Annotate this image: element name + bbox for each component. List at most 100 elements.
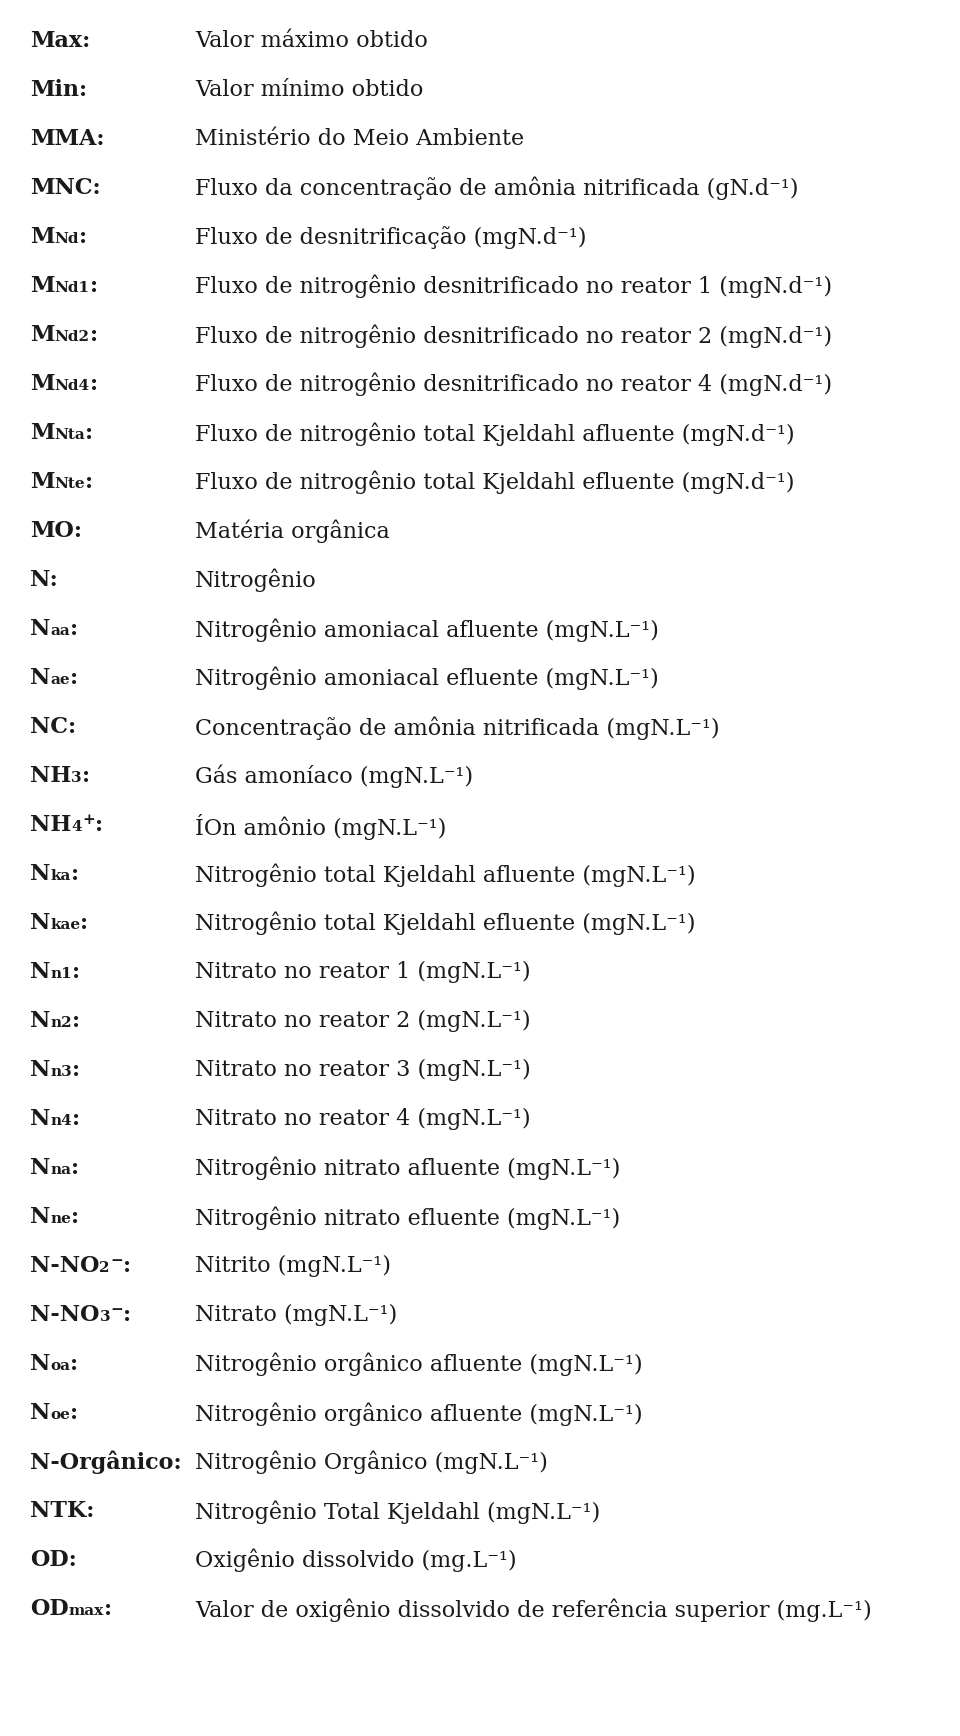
- Text: Nitrogênio amoniacal efluente (mgN.L⁻¹): Nitrogênio amoniacal efluente (mgN.L⁻¹): [195, 667, 659, 691]
- Text: Fluxo de desnitrificação (mgN.d⁻¹): Fluxo de desnitrificação (mgN.d⁻¹): [195, 226, 587, 248]
- Text: N: N: [30, 1403, 50, 1424]
- Text: OD:: OD:: [30, 1549, 77, 1571]
- Text: :: :: [85, 470, 93, 493]
- Text: :: :: [82, 766, 90, 786]
- Text: Nitrato (mgN.L⁻¹): Nitrato (mgN.L⁻¹): [195, 1304, 397, 1326]
- Text: Ministério do Meio Ambiente: Ministério do Meio Ambiente: [195, 128, 524, 149]
- Text: n3: n3: [50, 1066, 72, 1080]
- Text: N: N: [30, 962, 50, 983]
- Text: :: :: [89, 325, 98, 345]
- Text: N-NO: N-NO: [30, 1255, 100, 1278]
- Text: Nitrato no reator 1 (mgN.L⁻¹): Nitrato no reator 1 (mgN.L⁻¹): [195, 962, 531, 983]
- Text: N: N: [30, 618, 50, 641]
- Text: Fluxo de nitrogênio total Kjeldahl efluente (mgN.d⁻¹): Fluxo de nitrogênio total Kjeldahl eflue…: [195, 470, 795, 495]
- Text: −: −: [110, 1253, 123, 1269]
- Text: :: :: [72, 962, 81, 983]
- Text: na: na: [50, 1163, 71, 1177]
- Text: oa: oa: [50, 1359, 70, 1373]
- Text: Nd1: Nd1: [55, 281, 89, 295]
- Text: Fluxo de nitrogênio desnitrificado no reator 1 (mgN.d⁻¹): Fluxo de nitrogênio desnitrificado no re…: [195, 274, 832, 299]
- Text: Nitrogênio Total Kjeldahl (mgN.L⁻¹): Nitrogênio Total Kjeldahl (mgN.L⁻¹): [195, 1500, 600, 1524]
- Text: N:: N:: [30, 569, 58, 590]
- Text: ne: ne: [50, 1212, 71, 1226]
- Text: Valor mínimo obtido: Valor mínimo obtido: [195, 80, 423, 101]
- Text: :: :: [79, 226, 87, 248]
- Text: N-Orgânico:: N-Orgânico:: [30, 1451, 181, 1474]
- Text: N: N: [30, 911, 50, 934]
- Text: n1: n1: [50, 967, 72, 981]
- Text: N: N: [30, 863, 50, 885]
- Text: Oxigênio dissolvido (mg.L⁻¹): Oxigênio dissolvido (mg.L⁻¹): [195, 1549, 516, 1573]
- Text: MNC:: MNC:: [30, 177, 101, 200]
- Text: Nitrogênio Orgânico (mgN.L⁻¹): Nitrogênio Orgânico (mgN.L⁻¹): [195, 1451, 548, 1474]
- Text: Nitrito (mgN.L⁻¹): Nitrito (mgN.L⁻¹): [195, 1255, 391, 1278]
- Text: :: :: [95, 814, 103, 837]
- Text: Nitrogênio total Kjeldahl efluente (mgN.L⁻¹): Nitrogênio total Kjeldahl efluente (mgN.…: [195, 911, 695, 936]
- Text: N: N: [30, 1010, 50, 1031]
- Text: N: N: [30, 1207, 50, 1227]
- Text: M: M: [30, 422, 55, 444]
- Text: 3: 3: [100, 1311, 110, 1325]
- Text: n2: n2: [50, 1016, 72, 1029]
- Text: Nd: Nd: [55, 233, 79, 247]
- Text: :: :: [89, 274, 98, 297]
- Text: kae: kae: [50, 918, 81, 932]
- Text: Nte: Nte: [55, 477, 85, 491]
- Text: M: M: [30, 470, 55, 493]
- Text: M: M: [30, 274, 55, 297]
- Text: Valor de oxigênio dissolvido de referência superior (mg.L⁻¹): Valor de oxigênio dissolvido de referênc…: [195, 1599, 872, 1621]
- Text: Nd4: Nd4: [55, 378, 89, 392]
- Text: M: M: [30, 226, 55, 248]
- Text: −: −: [110, 1304, 123, 1318]
- Text: N: N: [30, 1059, 50, 1082]
- Text: :: :: [85, 422, 93, 444]
- Text: Concentração de amônia nitrificada (mgN.L⁻¹): Concentração de amônia nitrificada (mgN.…: [195, 715, 720, 740]
- Text: Nitrogênio nitrato afluente (mgN.L⁻¹): Nitrogênio nitrato afluente (mgN.L⁻¹): [195, 1156, 620, 1180]
- Text: Valor máximo obtido: Valor máximo obtido: [195, 30, 428, 52]
- Text: N: N: [30, 1108, 50, 1130]
- Text: :: :: [70, 667, 78, 689]
- Text: ÍOn amônio (mgN.L⁻¹): ÍOn amônio (mgN.L⁻¹): [195, 814, 446, 840]
- Text: Fluxo de nitrogênio desnitrificado no reator 2 (mgN.d⁻¹): Fluxo de nitrogênio desnitrificado no re…: [195, 325, 832, 347]
- Text: Nitrogênio: Nitrogênio: [195, 569, 317, 592]
- Text: 2: 2: [100, 1260, 110, 1274]
- Text: ka: ka: [50, 870, 71, 884]
- Text: :: :: [72, 1108, 81, 1130]
- Text: :: :: [72, 1059, 81, 1082]
- Text: Fluxo de nitrogênio desnitrificado no reator 4 (mgN.d⁻¹): Fluxo de nitrogênio desnitrificado no re…: [195, 373, 832, 396]
- Text: Nd2: Nd2: [55, 330, 89, 344]
- Text: N: N: [30, 667, 50, 689]
- Text: Nitrato no reator 2 (mgN.L⁻¹): Nitrato no reator 2 (mgN.L⁻¹): [195, 1010, 531, 1033]
- Text: :: :: [123, 1255, 131, 1278]
- Text: Nta: Nta: [55, 429, 85, 443]
- Text: :: :: [104, 1599, 112, 1620]
- Text: Matéria orgânica: Matéria orgânica: [195, 521, 390, 543]
- Text: NTK:: NTK:: [30, 1500, 94, 1522]
- Text: NH: NH: [30, 814, 71, 837]
- Text: Nitrogênio orgânico afluente (mgN.L⁻¹): Nitrogênio orgânico afluente (mgN.L⁻¹): [195, 1352, 642, 1377]
- Text: N-NO: N-NO: [30, 1304, 100, 1326]
- Text: oe: oe: [50, 1408, 70, 1422]
- Text: :: :: [71, 863, 79, 885]
- Text: :: :: [81, 911, 88, 934]
- Text: N: N: [30, 1156, 50, 1179]
- Text: NH: NH: [30, 766, 71, 786]
- Text: :: :: [70, 1352, 79, 1375]
- Text: max: max: [68, 1604, 104, 1618]
- Text: Min:: Min:: [30, 80, 87, 101]
- Text: aa: aa: [50, 623, 70, 639]
- Text: :: :: [72, 1010, 80, 1031]
- Text: MMA:: MMA:: [30, 128, 105, 149]
- Text: Nitrogênio amoniacal afluente (mgN.L⁻¹): Nitrogênio amoniacal afluente (mgN.L⁻¹): [195, 618, 659, 642]
- Text: M: M: [30, 325, 55, 345]
- Text: n4: n4: [50, 1115, 72, 1128]
- Text: MO:: MO:: [30, 521, 82, 542]
- Text: :: :: [71, 1207, 80, 1227]
- Text: Nitrogênio nitrato efluente (mgN.L⁻¹): Nitrogênio nitrato efluente (mgN.L⁻¹): [195, 1207, 620, 1229]
- Text: 4: 4: [71, 819, 82, 833]
- Text: Max:: Max:: [30, 30, 90, 52]
- Text: +: +: [82, 812, 95, 826]
- Text: Nitrato no reator 4 (mgN.L⁻¹): Nitrato no reator 4 (mgN.L⁻¹): [195, 1108, 531, 1130]
- Text: Nitrogênio total Kjeldahl afluente (mgN.L⁻¹): Nitrogênio total Kjeldahl afluente (mgN.…: [195, 863, 696, 887]
- Text: OD: OD: [30, 1599, 68, 1620]
